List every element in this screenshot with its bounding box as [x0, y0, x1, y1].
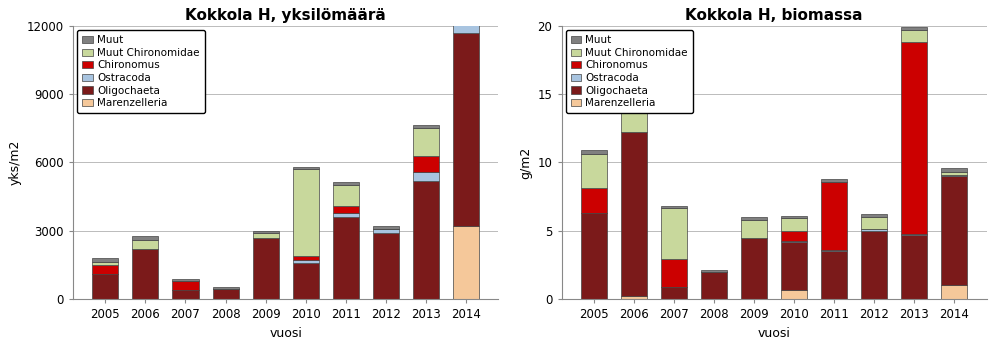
Y-axis label: g/m2: g/m2 — [519, 147, 532, 179]
Bar — [820, 250, 846, 251]
Title: Kokkola H, yksilömäärä: Kokkola H, yksilömäärä — [185, 8, 386, 23]
Bar — [861, 217, 887, 229]
Bar — [373, 233, 399, 299]
Bar — [580, 150, 606, 154]
Bar — [660, 287, 686, 299]
Bar — [332, 182, 359, 185]
Bar — [452, 19, 478, 33]
Bar — [332, 217, 359, 299]
Bar — [940, 285, 966, 299]
Bar — [861, 214, 887, 217]
Bar — [92, 258, 118, 261]
Bar — [213, 286, 239, 289]
Bar — [820, 179, 846, 182]
Bar — [620, 94, 646, 98]
Bar — [660, 206, 686, 207]
Bar — [901, 235, 926, 299]
Bar — [373, 229, 399, 233]
Bar — [452, 0, 478, 19]
Bar — [861, 231, 887, 299]
Bar — [780, 242, 806, 290]
Bar — [413, 156, 438, 172]
Bar — [332, 213, 359, 217]
Bar — [252, 238, 278, 299]
Bar — [373, 226, 399, 229]
Bar — [901, 27, 926, 30]
Bar — [940, 175, 966, 176]
Bar — [213, 289, 239, 299]
Bar — [620, 296, 646, 299]
Bar — [780, 241, 806, 242]
Bar — [132, 237, 158, 240]
Bar — [332, 185, 359, 206]
Bar — [741, 238, 766, 299]
Bar — [292, 260, 318, 263]
Bar — [701, 270, 727, 272]
Bar — [413, 128, 438, 156]
Bar — [820, 251, 846, 299]
Bar — [660, 207, 686, 260]
Y-axis label: yks/m2: yks/m2 — [8, 140, 21, 185]
Bar — [172, 279, 199, 281]
Bar — [901, 234, 926, 235]
Bar — [172, 290, 199, 299]
Bar — [780, 218, 806, 231]
Bar — [172, 281, 199, 290]
Bar — [92, 274, 118, 299]
Bar — [252, 233, 278, 238]
Bar — [252, 231, 278, 233]
Bar — [332, 206, 359, 213]
Bar — [132, 240, 158, 249]
Bar — [940, 168, 966, 172]
X-axis label: vuosi: vuosi — [756, 327, 789, 340]
Bar — [901, 30, 926, 42]
Bar — [741, 217, 766, 220]
Bar — [780, 216, 806, 218]
Bar — [861, 229, 887, 231]
Bar — [820, 182, 846, 250]
Bar — [452, 226, 478, 299]
Title: Kokkola H, biomassa: Kokkola H, biomassa — [685, 8, 862, 23]
Bar — [940, 176, 966, 285]
Bar — [413, 181, 438, 299]
Bar — [292, 263, 318, 299]
Bar — [92, 261, 118, 265]
Bar — [660, 260, 686, 287]
Bar — [292, 169, 318, 256]
X-axis label: vuosi: vuosi — [269, 327, 302, 340]
Bar — [580, 154, 606, 188]
Bar — [780, 231, 806, 241]
Bar — [452, 33, 478, 226]
Bar — [413, 125, 438, 128]
Bar — [780, 290, 806, 299]
Bar — [292, 167, 318, 169]
Bar — [741, 220, 766, 238]
Bar — [901, 42, 926, 234]
Legend: Muut, Muut Chironomidae, Chironomus, Ostracoda, Oligochaeta, Marenzelleria: Muut, Muut Chironomidae, Chironomus, Ost… — [566, 30, 693, 113]
Bar — [580, 188, 606, 213]
Bar — [413, 172, 438, 181]
Bar — [92, 265, 118, 274]
Bar — [620, 133, 646, 296]
Bar — [580, 213, 606, 299]
Legend: Muut, Muut Chironomidae, Chironomus, Ostracoda, Oligochaeta, Marenzelleria: Muut, Muut Chironomidae, Chironomus, Ost… — [78, 30, 205, 113]
Bar — [132, 249, 158, 299]
Bar — [940, 172, 966, 175]
Bar — [620, 98, 646, 133]
Bar — [292, 256, 318, 260]
Bar — [701, 272, 727, 299]
